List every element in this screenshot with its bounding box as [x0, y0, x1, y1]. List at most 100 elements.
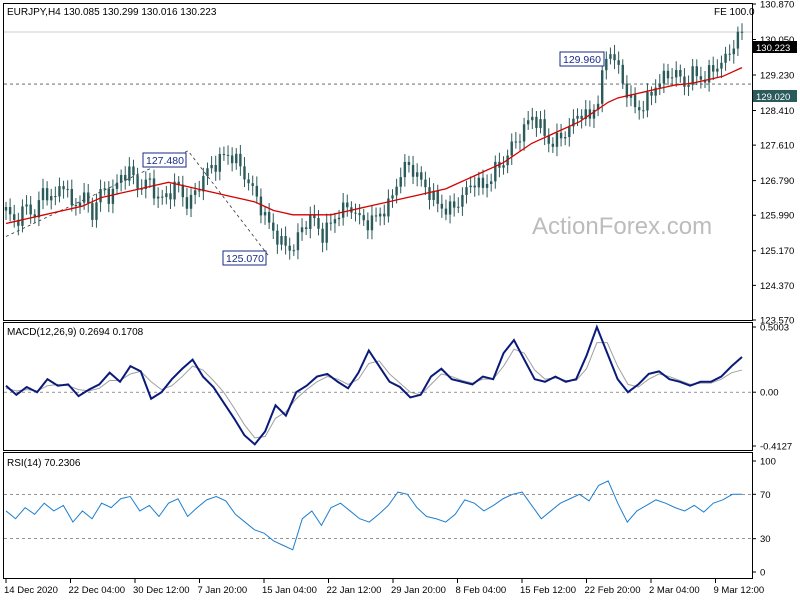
candle-body [280, 235, 283, 245]
svg-text:130.223: 130.223 [756, 43, 790, 54]
candle-body [362, 215, 365, 221]
x-tick-label: 15 Jan 04:00 [262, 585, 317, 596]
price-y-tick-label: 125.170 [760, 246, 794, 257]
candle-body [436, 190, 439, 204]
candle-body [214, 164, 217, 172]
candle-body [642, 110, 645, 112]
candle-body [728, 53, 731, 55]
rsi-y-tick-label: 30 [760, 534, 771, 545]
candle-body [111, 188, 115, 204]
x-tick-label: 30 Dec 12:00 [133, 585, 190, 596]
candle-body [699, 76, 703, 80]
candle-body [29, 204, 32, 215]
macd-main-line [5, 324, 743, 446]
level-price-tag: 129.020 [753, 90, 797, 103]
candle-body [321, 228, 324, 243]
price-y-tick-label: 130.870 [760, 0, 794, 11]
fe-label: FE 100.0 [714, 7, 755, 18]
candle-body [415, 172, 419, 177]
candle-body [539, 119, 542, 128]
candle-body [173, 181, 176, 200]
price-y-tick-label: 125.990 [760, 211, 794, 222]
candle-body [428, 187, 431, 201]
candle-body [473, 185, 476, 188]
candle-body [202, 176, 205, 192]
candle-body [366, 220, 370, 231]
candle-body [411, 164, 415, 177]
candle-body [584, 109, 587, 120]
candle-body [559, 132, 563, 139]
candle-body [333, 219, 337, 224]
candle-body [161, 196, 164, 198]
candle-body [650, 91, 653, 96]
candle-body [670, 77, 674, 79]
candle-body [675, 70, 678, 78]
candle-body [235, 153, 238, 164]
candle-body [243, 166, 246, 180]
candle-body [646, 91, 649, 111]
candle-body [658, 83, 661, 88]
candle-body [395, 186, 398, 196]
candle-body [272, 222, 275, 231]
candle-body [531, 116, 534, 121]
candle-body [13, 214, 16, 220]
candle-body [218, 154, 222, 172]
macd-y-tick-label: 0.5003 [760, 323, 789, 334]
candle-body [21, 206, 24, 226]
rsi-pane-frame [3, 452, 753, 579]
candle-body [87, 192, 90, 204]
candle-body [193, 190, 197, 195]
candle-body [691, 66, 694, 85]
price-y-tick-label: 129.230 [760, 70, 794, 81]
candle-body [354, 212, 357, 214]
candle-body [259, 196, 263, 216]
macd-signal-line [5, 342, 743, 439]
candle-body [399, 177, 402, 187]
x-tick-label: 9 Mar 12:00 [714, 585, 765, 596]
candle-body [481, 177, 485, 188]
price-y-tick-label: 126.790 [760, 176, 794, 187]
candle-body [17, 219, 20, 226]
price-pane-title: EURJPY,H4 130.085 130.299 130.016 130.22… [7, 7, 217, 18]
candle-body [165, 193, 168, 198]
candle-body [514, 141, 518, 143]
candle-body [563, 137, 567, 139]
annotation-129960: 129.960 [559, 51, 605, 67]
candle-body [703, 79, 707, 83]
watermark: ActionForex.com [532, 213, 712, 240]
candle-body [432, 190, 435, 201]
candle-body [683, 76, 686, 87]
candle-body [358, 213, 361, 216]
axis-layer: 130.870 130.050 129.230 128.410 127.610 126.7… [4, 0, 794, 596]
x-tick-label: 22 Dec 04:00 [69, 585, 126, 596]
macd-y-tick-label: -0.4127 [760, 442, 792, 453]
candle-body [732, 48, 735, 55]
rsi-y-tick-label: 0 [760, 568, 765, 579]
candle-body [103, 188, 106, 190]
candle-body [654, 87, 657, 96]
candle-body [144, 179, 147, 189]
candle-body [210, 164, 213, 169]
candle-body [82, 192, 86, 203]
candle-body [617, 60, 620, 65]
svg-text:129.960: 129.960 [563, 54, 601, 66]
moving-average-line [5, 67, 743, 225]
price-y-tick-label: 127.610 [760, 141, 794, 152]
price-y-tick-label: 123.570 [760, 316, 794, 327]
candle-body [70, 188, 73, 205]
candle-body [695, 66, 698, 77]
candle-body [440, 203, 444, 209]
candle-body [329, 222, 333, 224]
candle-body [325, 222, 328, 243]
candle-body [181, 184, 185, 198]
candle-body [230, 155, 234, 164]
candle-body [66, 188, 69, 190]
candle-body [152, 178, 156, 199]
candle-body [346, 202, 349, 208]
candle-body [551, 143, 555, 147]
candle-body [37, 200, 41, 218]
macd-pane-frame [3, 322, 753, 451]
candle-body [391, 195, 394, 199]
candle-body [555, 132, 559, 147]
zigzag-line [5, 150, 269, 256]
